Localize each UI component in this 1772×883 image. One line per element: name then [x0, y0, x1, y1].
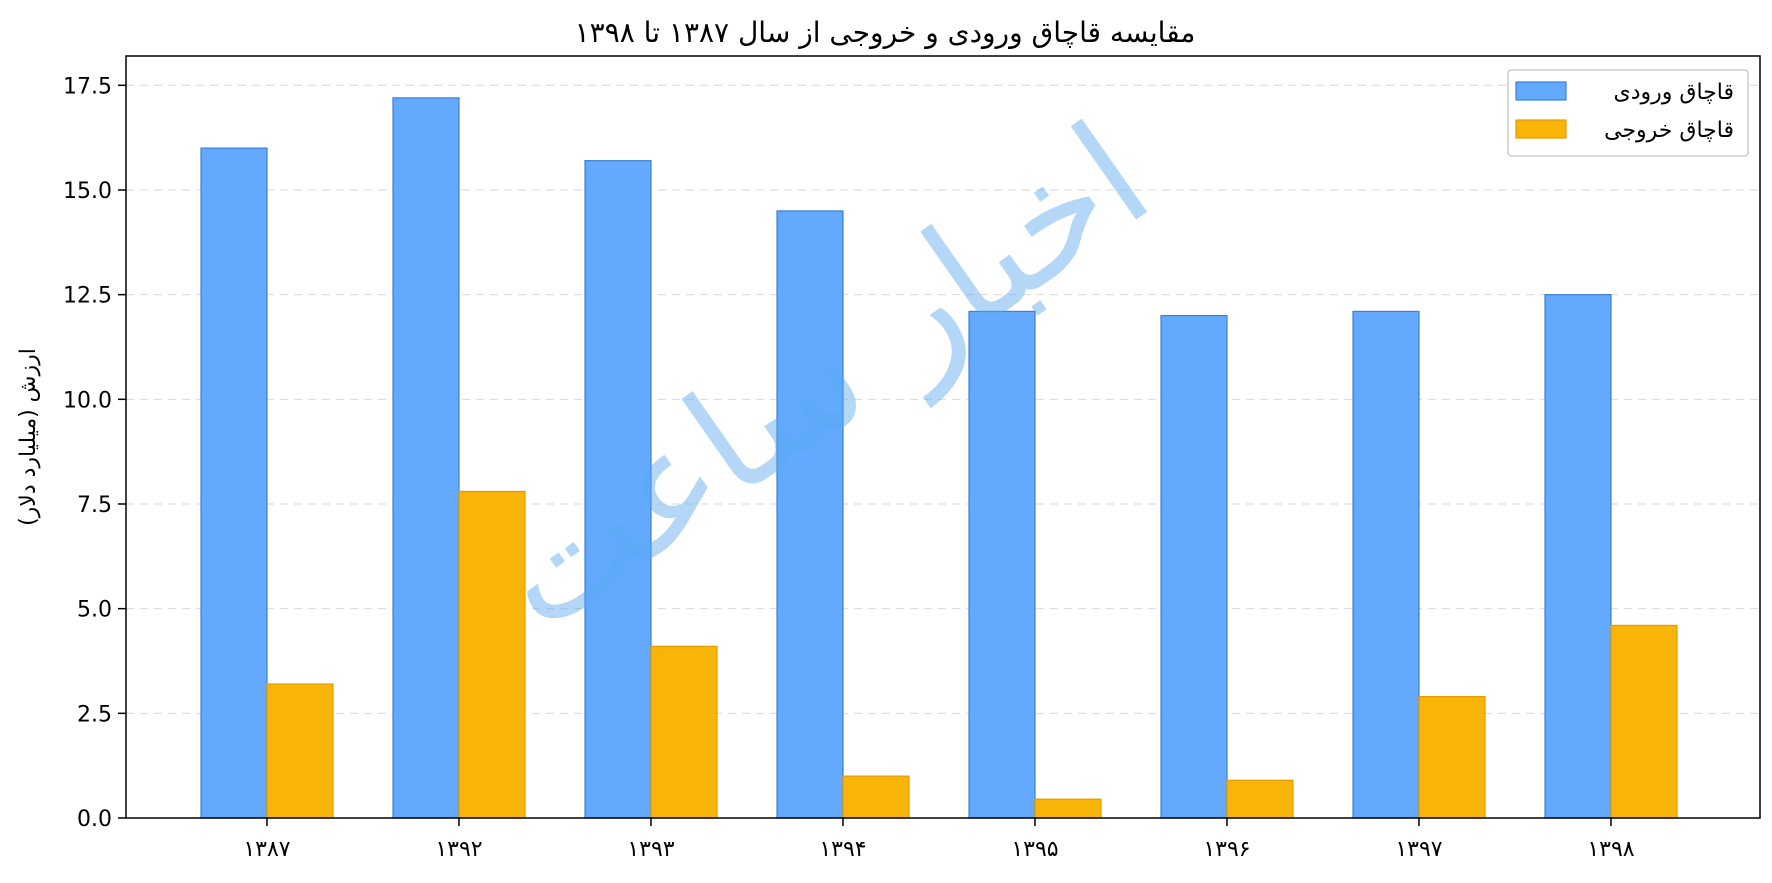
- bar-inbound: [584, 160, 652, 819]
- bar-outbound: [1610, 624, 1678, 819]
- y-tick-label: 12.5: [63, 284, 112, 309]
- x-tick-label: ۱۳۹۵: [1011, 837, 1058, 862]
- y-tick-label: 7.5: [77, 493, 112, 518]
- y-axis-label: ارزش (میلیارد دلار): [16, 348, 41, 526]
- legend-box: [1507, 69, 1749, 157]
- legend-swatch-inbound: [1515, 81, 1567, 101]
- y-tick-label: 0.0: [77, 807, 112, 832]
- bar-inbound: [200, 147, 268, 819]
- plot-frame: [125, 55, 1761, 819]
- y-tick-label: 2.5: [77, 702, 112, 727]
- bar-inbound: [1352, 310, 1420, 819]
- x-tick-label: ۱۳۹۲: [435, 837, 482, 862]
- x-tick-label: ۱۳۸۷: [243, 837, 290, 862]
- bar-outbound: [1034, 798, 1102, 819]
- bar-outbound: [266, 683, 334, 819]
- y-axis: 0.0 2.5 5.0 7.5 10.0 12.5 15.0 17.5: [63, 74, 126, 832]
- bar-outbound: [1418, 695, 1486, 819]
- legend-label-inbound: قاچاق ورودی: [1614, 80, 1734, 105]
- bars: [200, 97, 1678, 819]
- bar-outbound: [1226, 779, 1294, 819]
- bar-inbound: [968, 310, 1036, 819]
- bar-inbound: [776, 210, 844, 819]
- x-axis: ۱۳۸۷ ۱۳۹۲ ۱۳۹۳ ۱۳۹۴ ۱۳۹۵ ۱۳۹۶ ۱۳۹۷ ۱۳۹۸: [243, 818, 1635, 862]
- chart-title: مقایسه قاچاق ورودی و خروجی از سال ۱۳۸۷ ت…: [575, 16, 1196, 49]
- x-tick-label: ۱۳۹۶: [1203, 837, 1250, 862]
- y-tick-label: 15.0: [63, 179, 112, 204]
- x-tick-label: ۱۳۹۴: [819, 837, 866, 862]
- bar-inbound: [1544, 294, 1612, 819]
- y-tick-label: 5.0: [77, 598, 112, 623]
- bar-outbound: [842, 775, 910, 819]
- legend-label-outbound: قاچاق خروجی: [1604, 118, 1734, 143]
- y-tick-label: 17.5: [63, 74, 112, 99]
- legend-swatch-outbound: [1515, 119, 1567, 139]
- legend: قاچاق ورودی قاچاق خروجی: [1507, 69, 1749, 157]
- bar-outbound: [650, 645, 718, 819]
- y-tick-label: 10.0: [63, 388, 112, 413]
- x-tick-label: ۱۳۹۷: [1395, 837, 1442, 862]
- x-tick-label: ۱۳۹۳: [627, 837, 674, 862]
- x-tick-label: ۱۳۹۸: [1587, 837, 1634, 862]
- bar-inbound: [392, 97, 460, 819]
- bar-inbound: [1160, 314, 1228, 819]
- bar-outbound: [458, 490, 526, 819]
